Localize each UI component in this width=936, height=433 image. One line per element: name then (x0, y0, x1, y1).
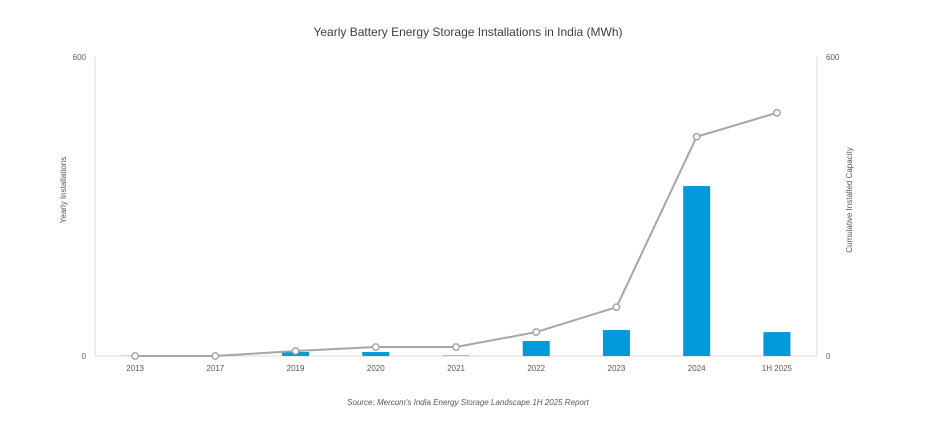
x-tick-label: 2017 (206, 364, 224, 373)
chart-title: Yearly Battery Energy Storage Installati… (313, 25, 622, 39)
cumulative-line (135, 111, 778, 357)
x-tick-label: 2013 (126, 364, 144, 373)
y2-tick-top: 600 (826, 53, 840, 62)
y2-axis-label: Cumulative Installed Capacity (845, 147, 854, 252)
bar-2023 (602, 330, 630, 356)
x-tick-label: 2019 (287, 364, 305, 373)
x-tick-label: 2022 (527, 364, 545, 373)
bar-1H-2025 (763, 332, 791, 356)
bar-2022 (522, 341, 550, 356)
cumulative-point-2021 (452, 343, 460, 351)
cumulative-point-2017 (211, 352, 220, 360)
x-tick-label: 2024 (688, 364, 706, 373)
x-tick-label: 2021 (447, 364, 465, 373)
bar-2024 (683, 186, 711, 356)
cumulative-point-2013 (131, 352, 140, 360)
cumulative-point-2020 (371, 343, 380, 351)
y-tick-zero: 0 (82, 352, 87, 361)
source-note: Source: Mercom's India Energy Storage La… (347, 398, 589, 407)
x-tick-label: 2023 (608, 364, 626, 373)
y-tick-top: 600 (73, 53, 87, 62)
cumulative-point-2019 (291, 347, 300, 355)
cumulative-point-2022 (532, 328, 541, 337)
bar-2020 (362, 352, 390, 356)
x-tick-label: 2020 (367, 364, 385, 373)
cumulative-point-2024 (692, 132, 701, 141)
y-axis-label: Yearly Installations (59, 157, 68, 223)
y2-tick-zero: 0 (826, 352, 831, 361)
cumulative-point-2023 (612, 303, 621, 312)
cumulative-point-1H-2025 (772, 108, 781, 117)
x-tick-label: 1H 2025 (762, 364, 793, 373)
